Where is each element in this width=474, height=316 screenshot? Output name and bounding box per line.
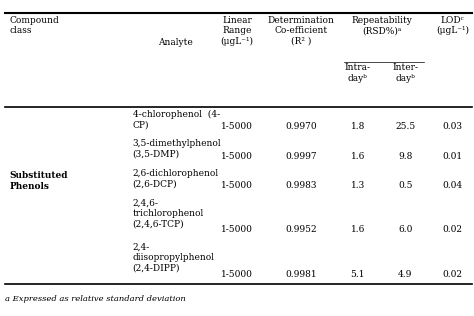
Text: 5.1: 5.1 bbox=[351, 270, 365, 279]
Text: 9.8: 9.8 bbox=[398, 152, 412, 161]
Text: 1-5000: 1-5000 bbox=[221, 122, 253, 131]
Text: 1.3: 1.3 bbox=[351, 181, 365, 190]
Text: 2,4-
diisopropylphenol
(2,4-DIPP): 2,4- diisopropylphenol (2,4-DIPP) bbox=[133, 243, 215, 272]
Text: Substituted
Phenols: Substituted Phenols bbox=[9, 172, 68, 191]
Text: 0.02: 0.02 bbox=[443, 226, 463, 234]
Text: 0.5: 0.5 bbox=[398, 181, 412, 190]
Text: 6.0: 6.0 bbox=[398, 226, 412, 234]
Text: Inter-
dayᵇ: Inter- dayᵇ bbox=[392, 63, 418, 82]
Text: 1.8: 1.8 bbox=[351, 122, 365, 131]
Text: 1-5000: 1-5000 bbox=[221, 181, 253, 190]
Text: 0.9997: 0.9997 bbox=[285, 152, 317, 161]
Text: 2,4,6-
trichlorophenol
(2,4,6-TCP): 2,4,6- trichlorophenol (2,4,6-TCP) bbox=[133, 198, 204, 228]
Text: 0.04: 0.04 bbox=[443, 181, 463, 190]
Text: Repeatability
(RSD%)ᵃ: Repeatability (RSD%)ᵃ bbox=[351, 16, 412, 35]
Text: 3,5-dimethylphenol
(3,5-DMP): 3,5-dimethylphenol (3,5-DMP) bbox=[133, 139, 221, 159]
Text: Linear
Range
(μgL⁻¹): Linear Range (μgL⁻¹) bbox=[220, 16, 254, 46]
Text: 4-chlorophenol  (4-
CP): 4-chlorophenol (4- CP) bbox=[133, 110, 220, 130]
Text: Intra-
dayᵇ: Intra- dayᵇ bbox=[345, 63, 371, 82]
Text: 1-5000: 1-5000 bbox=[221, 226, 253, 234]
Text: 0.03: 0.03 bbox=[443, 122, 463, 131]
Text: 0.02: 0.02 bbox=[443, 270, 463, 279]
Text: 1.6: 1.6 bbox=[351, 152, 365, 161]
Text: 0.9952: 0.9952 bbox=[285, 226, 317, 234]
Text: 1.6: 1.6 bbox=[351, 226, 365, 234]
Text: 4.9: 4.9 bbox=[398, 270, 412, 279]
Text: 1-5000: 1-5000 bbox=[221, 152, 253, 161]
Text: 2,6-dichlorophenol
(2,6-DCP): 2,6-dichlorophenol (2,6-DCP) bbox=[133, 169, 219, 188]
Text: Determination
Co-efficient
(R² ): Determination Co-efficient (R² ) bbox=[267, 16, 335, 46]
Text: 1-5000: 1-5000 bbox=[221, 270, 253, 279]
Text: 0.9970: 0.9970 bbox=[285, 122, 317, 131]
Text: 0.9981: 0.9981 bbox=[285, 270, 317, 279]
Text: Analyte: Analyte bbox=[158, 38, 193, 47]
Text: Compound
class: Compound class bbox=[9, 16, 59, 35]
Text: 25.5: 25.5 bbox=[395, 122, 415, 131]
Text: 0.01: 0.01 bbox=[443, 152, 463, 161]
Text: a Expressed as relative standard deviation: a Expressed as relative standard deviati… bbox=[5, 295, 185, 303]
Text: 0.9983: 0.9983 bbox=[285, 181, 317, 190]
Text: LODᶜ
(μgL⁻¹): LODᶜ (μgL⁻¹) bbox=[436, 16, 469, 35]
